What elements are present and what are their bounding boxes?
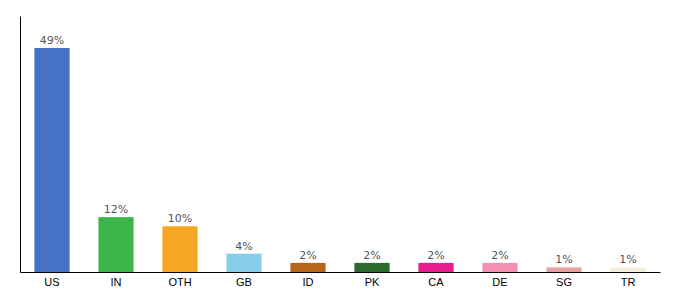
- chart: 49% 12% 10% 4% 2% 2% 2% 2% 1% 1% US IN OTH GB ID PK CA DE…: [0, 0, 680, 300]
- bar: [162, 226, 197, 272]
- data-label: 1%: [619, 253, 636, 266]
- x-tick: IN: [111, 276, 122, 288]
- x-tick-label: US: [44, 276, 59, 288]
- bar: [34, 48, 69, 272]
- x-tick-label: CA: [428, 276, 444, 288]
- x-axis-line: [21, 272, 661, 273]
- y-axis: [20, 17, 21, 273]
- x-tick: PK: [365, 276, 380, 288]
- x-tick: TR: [621, 276, 636, 288]
- bars: [34, 48, 645, 272]
- data-label: 2%: [427, 249, 444, 262]
- data-label: 2%: [363, 249, 380, 262]
- data-label: 1%: [555, 253, 572, 266]
- x-tick-label: GB: [236, 276, 252, 288]
- data-label: 49%: [40, 34, 64, 47]
- bar: [610, 267, 645, 272]
- data-label: 4%: [235, 240, 252, 253]
- x-tick-label: ID: [303, 276, 314, 288]
- x-tick: CA: [428, 276, 444, 288]
- bar: [290, 263, 325, 272]
- x-tick-label: TR: [621, 276, 636, 288]
- data-label: 2%: [299, 249, 316, 262]
- bar: [354, 263, 389, 272]
- plot: 49% 12% 10% 4% 2% 2% 2% 2% 1% 1% US IN OTH GB ID PK CA DE…: [21, 17, 661, 288]
- x-tick-label: OTH: [168, 276, 191, 288]
- x-tick: SG: [556, 276, 572, 288]
- data-label: 10%: [168, 212, 192, 225]
- x-tick: DE: [492, 276, 507, 288]
- x-tick-label: IN: [111, 276, 122, 288]
- bar: [546, 267, 581, 272]
- x-tick-label: PK: [365, 276, 380, 288]
- x-tick: OTH: [168, 276, 191, 288]
- x-tick: ID: [303, 276, 314, 288]
- bar: [418, 263, 453, 272]
- bar: [482, 263, 517, 272]
- bar: [226, 254, 261, 272]
- x-tick-label: DE: [492, 276, 507, 288]
- data-labels: 49% 12% 10% 4% 2% 2% 2% 2% 1% 1%: [40, 34, 637, 266]
- x-axis: US IN OTH GB ID PK CA DE SG TR: [21, 273, 661, 288]
- x-tick: GB: [236, 276, 252, 288]
- data-label: 2%: [491, 249, 508, 262]
- y-axis-line: [20, 17, 21, 273]
- data-label: 12%: [104, 203, 128, 216]
- bar: [98, 217, 133, 272]
- x-tick-label: SG: [556, 276, 572, 288]
- x-tick: US: [44, 276, 59, 288]
